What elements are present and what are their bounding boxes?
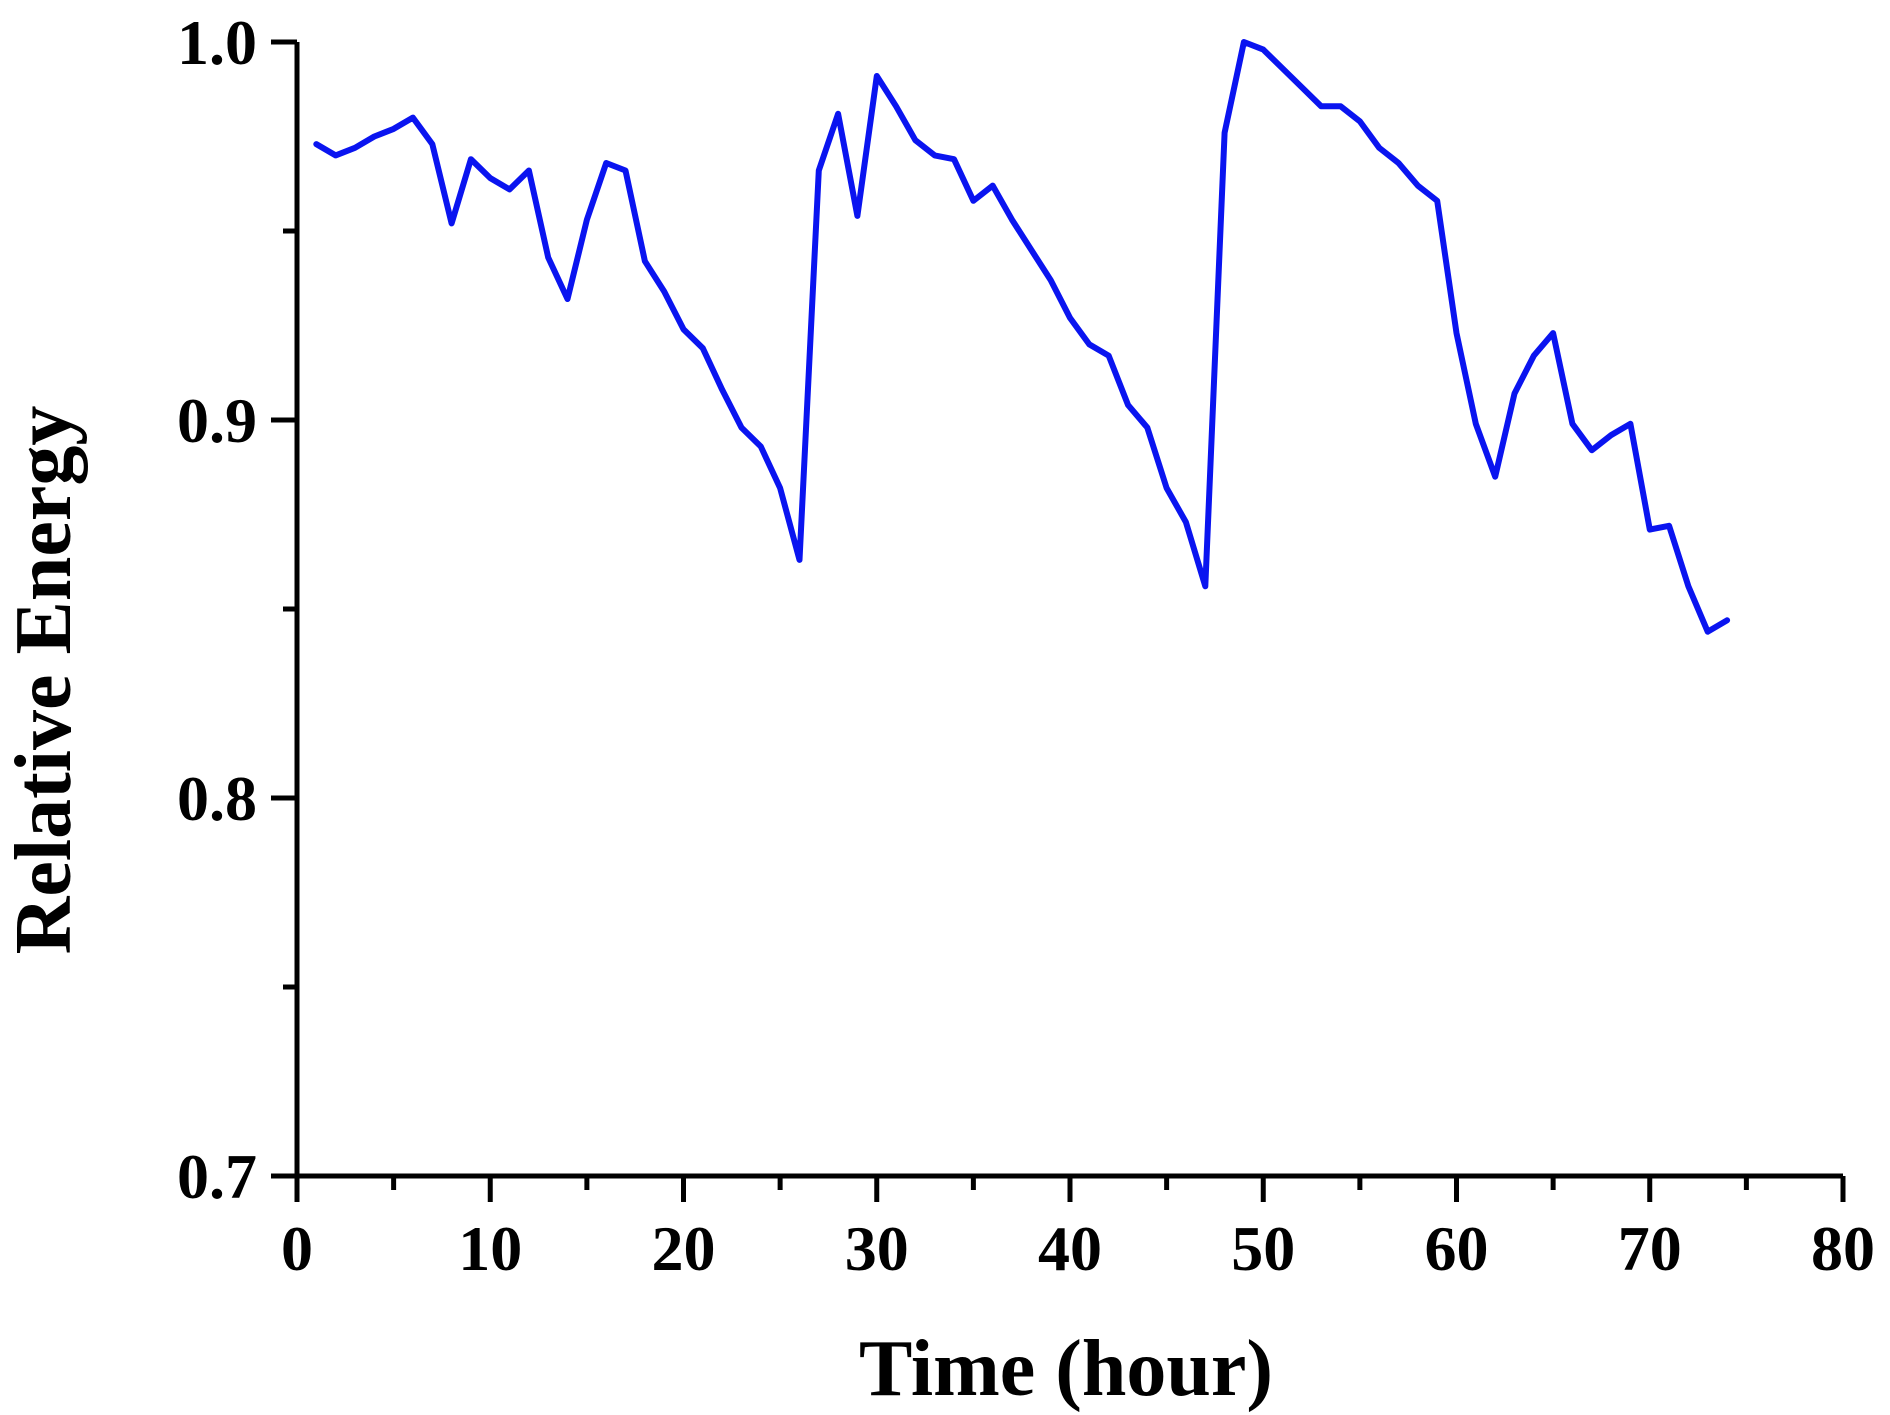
x-tick-label: 40 xyxy=(1038,1213,1102,1284)
y-axis-title: Relative Energy xyxy=(0,406,88,955)
x-tick-label: 10 xyxy=(458,1213,522,1284)
y-tick-label: 0.8 xyxy=(177,763,257,834)
y-tick-label: 0.9 xyxy=(177,385,257,456)
y-tick-label: 1.0 xyxy=(177,7,257,78)
x-axis-title: Time (hour) xyxy=(859,1325,1273,1413)
x-tick-label: 20 xyxy=(652,1213,716,1284)
y-tick-label: 0.7 xyxy=(177,1141,257,1212)
x-tick-label: 70 xyxy=(1618,1213,1682,1284)
axes xyxy=(294,42,1843,1179)
x-tick-label: 80 xyxy=(1811,1213,1875,1284)
series xyxy=(313,39,1731,635)
x-tick-label: 30 xyxy=(845,1213,909,1284)
x-tick-label: 60 xyxy=(1425,1213,1489,1284)
series-line xyxy=(313,39,1731,635)
ticks xyxy=(271,39,1846,1202)
tick-labels: 0 10 20 30 40 50 60 70 80 0.7 0.8 0.9 1.0 xyxy=(177,7,1875,1284)
x-tick-label: 50 xyxy=(1231,1213,1295,1284)
x-tick-label: 0 xyxy=(281,1213,313,1284)
